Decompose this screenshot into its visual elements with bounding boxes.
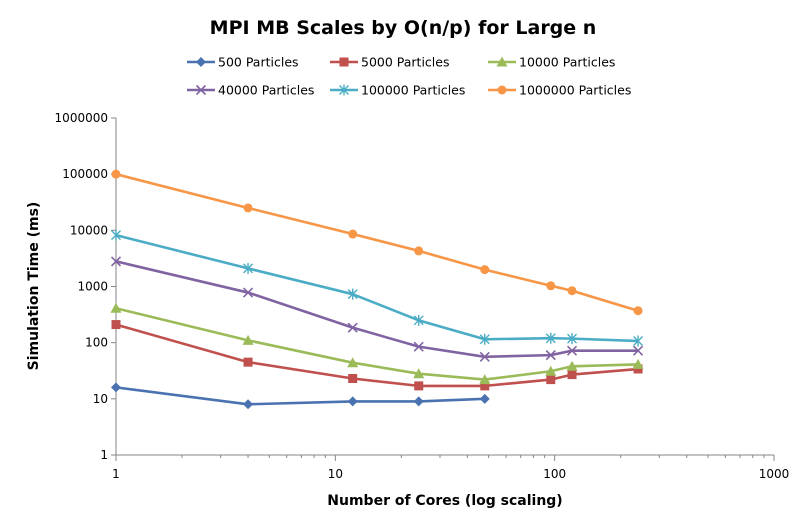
data-point-10000-particles — [566, 360, 578, 371]
series-line-500-particles — [115, 386, 485, 406]
data-point-1000000-particles — [480, 265, 490, 275]
series-line-40000-particles — [115, 260, 639, 359]
data-point-10000-particles — [242, 334, 254, 345]
legend-label: 10000 Particles — [519, 55, 615, 70]
series-layer — [110, 169, 644, 410]
x-axis-title: Number of Cores (log scaling) — [327, 493, 562, 509]
data-point-500-particles — [347, 396, 358, 407]
data-point-40000-particles — [545, 350, 556, 361]
data-point-1000000-particles — [546, 281, 556, 291]
data-point-100000-particles — [567, 333, 578, 345]
data-point-100000-particles — [545, 332, 556, 344]
legend-item-5000-particles: 5000 Particles — [330, 55, 449, 70]
legend-item-500-particles: 500 Particles — [187, 55, 299, 70]
data-point-5000-particles — [348, 374, 358, 384]
legend-swatch-marker — [196, 57, 206, 67]
data-point-10000-particles — [632, 358, 644, 369]
data-point-500-particles — [243, 399, 254, 410]
y-axis-title: Simulation Time (ms) — [26, 202, 42, 371]
data-point-40000-particles — [110, 256, 122, 267]
legend-label: 500 Particles — [218, 55, 299, 70]
x-tick-label: 100 — [543, 467, 566, 481]
data-point-5000-particles — [567, 370, 577, 380]
legend-swatch-marker — [195, 84, 207, 96]
y-tick-label: 1000 — [77, 280, 108, 294]
legend: 500 Particles 5000 Particles 10000 Particl… — [187, 55, 631, 98]
data-point-5000-particles — [633, 364, 643, 374]
legend-label: 1000000 Particles — [519, 83, 631, 98]
data-point-40000-particles — [632, 345, 644, 356]
data-point-40000-particles — [413, 341, 424, 352]
y-tick-label: 10 — [93, 392, 108, 406]
data-point-40000-particles — [479, 351, 490, 362]
series-500-particles — [111, 382, 490, 410]
y-tick-label: 100 — [85, 336, 108, 350]
series-line-1000000-particles — [115, 172, 639, 312]
axes: 1 10 100 1000 10000 100000 1000000 1 10 100 1000 — [55, 111, 790, 481]
series-40000-particles — [110, 256, 644, 362]
y-tick-label: 1000000 — [55, 111, 108, 125]
y-tick-label: 1 — [100, 448, 108, 462]
legend-label: 40000 Particles — [218, 83, 314, 98]
series-1000000-particles — [111, 169, 643, 316]
data-point-1000000-particles — [567, 286, 577, 296]
legend-swatch-marker — [339, 57, 349, 67]
data-point-40000-particles — [566, 345, 578, 356]
data-point-500-particles — [479, 393, 490, 404]
series-10000-particles — [110, 302, 644, 385]
legend-item-10000-particles: 10000 Particles — [488, 55, 615, 70]
data-point-100000-particles — [479, 333, 490, 345]
x-tick-label: 10 — [328, 467, 343, 481]
data-point-1000000-particles — [414, 246, 424, 256]
legend-swatch-marker — [339, 84, 349, 96]
data-point-10000-particles — [545, 365, 557, 376]
data-point-5000-particles — [546, 375, 556, 385]
data-point-10000-particles — [479, 374, 491, 385]
data-point-1000000-particles — [633, 306, 643, 316]
legend-item-40000-particles: 40000 Particles — [187, 83, 314, 98]
data-point-40000-particles — [242, 287, 254, 298]
data-point-500-particles — [413, 396, 424, 407]
data-point-100000-particles — [413, 314, 424, 326]
data-point-40000-particles — [347, 322, 358, 333]
data-point-100000-particles — [633, 335, 644, 347]
series-line-100000-particles — [115, 233, 639, 343]
legend-item-1000000-particles: 1000000 Particles — [488, 83, 631, 98]
data-point-1000000-particles — [243, 203, 253, 213]
legend-label: 5000 Particles — [361, 55, 449, 70]
data-point-10000-particles — [347, 357, 359, 368]
series-5000-particles — [111, 320, 643, 391]
data-point-5000-particles — [480, 381, 490, 391]
data-point-10000-particles — [413, 368, 425, 379]
legend-item-100000-particles: 100000 Particles — [330, 83, 465, 98]
data-point-1000000-particles — [111, 169, 121, 179]
x-tick-label: 1000 — [759, 467, 790, 481]
data-point-100000-particles — [111, 229, 121, 241]
data-point-500-particles — [111, 382, 121, 393]
y-tick-label: 10000 — [70, 223, 108, 237]
series-line-10000-particles — [115, 306, 639, 381]
series-100000-particles — [111, 229, 644, 347]
x-tick-label: 1 — [112, 467, 120, 481]
data-point-1000000-particles — [348, 229, 358, 239]
legend-swatch-marker — [496, 56, 508, 67]
y-tick-label: 100000 — [62, 167, 108, 181]
data-point-100000-particles — [243, 262, 254, 274]
legend-swatch-marker — [497, 85, 507, 95]
data-point-5000-particles — [414, 381, 424, 391]
legend-label: 100000 Particles — [361, 83, 465, 98]
data-point-100000-particles — [347, 288, 358, 300]
chart-title: MPI MB Scales by O(n/p) for Large n — [210, 17, 597, 39]
data-point-5000-particles — [111, 320, 121, 330]
data-point-10000-particles — [110, 302, 122, 313]
data-point-5000-particles — [243, 357, 253, 367]
